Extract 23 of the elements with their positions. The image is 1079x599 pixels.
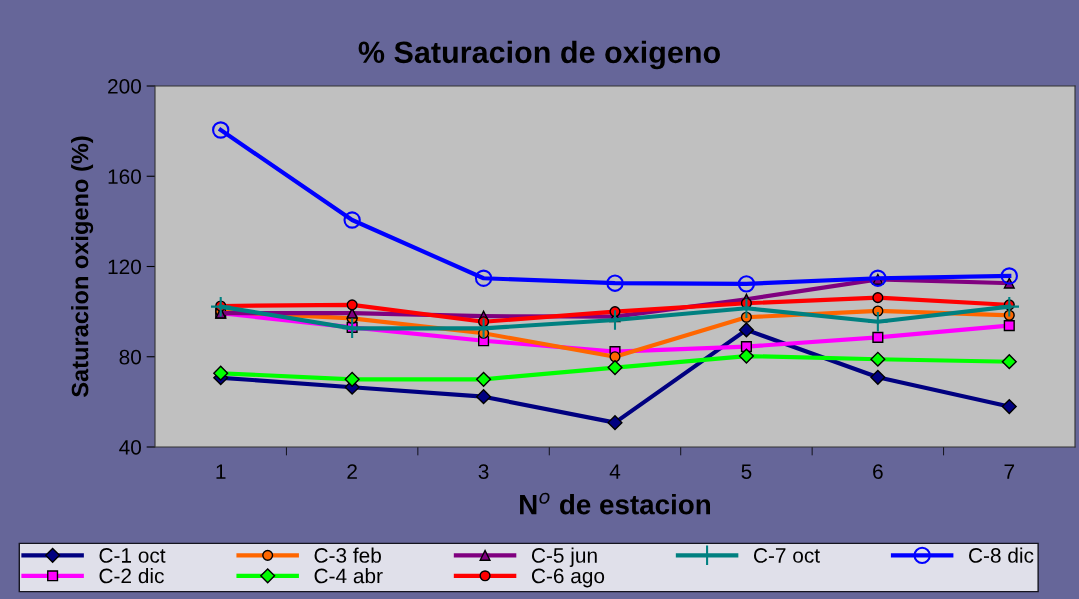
x-tick-label: 1 xyxy=(216,464,226,479)
legend-label: C-8 dic xyxy=(969,547,1034,563)
x-tick-label: 4 xyxy=(609,464,621,479)
x-axis-title: N$^{o}$ de estacion xyxy=(520,492,711,515)
x-tick-label: 7 xyxy=(1004,464,1015,479)
x-tick-label: 2 xyxy=(347,464,357,479)
legend-label: C-7 oct xyxy=(753,548,820,563)
x-tick-label: 6 xyxy=(873,464,883,479)
y-tick-label: 80 xyxy=(119,349,141,365)
legend-label: C-4 abr xyxy=(314,567,383,584)
legend-label: C-3 feb xyxy=(314,547,381,563)
legend-label: C-2 dic xyxy=(99,567,164,584)
y-tick-label: 200 xyxy=(108,79,141,94)
chart-title: % Saturacion de oxigeno xyxy=(358,40,720,70)
y-tick-label: 160 xyxy=(108,169,141,184)
x-tick-label: 5 xyxy=(741,464,752,479)
legend-label: C-5 jun xyxy=(531,547,597,567)
y-axis-title: Saturacion oxigeno (%) xyxy=(71,136,94,397)
legend-label: C-1 oct xyxy=(99,548,166,563)
y-tick-label: 120 xyxy=(108,259,141,275)
x-tick-label: 3 xyxy=(478,464,489,479)
legend-label: C-6 ago xyxy=(531,568,605,588)
y-tick-label: 40 xyxy=(119,440,141,455)
